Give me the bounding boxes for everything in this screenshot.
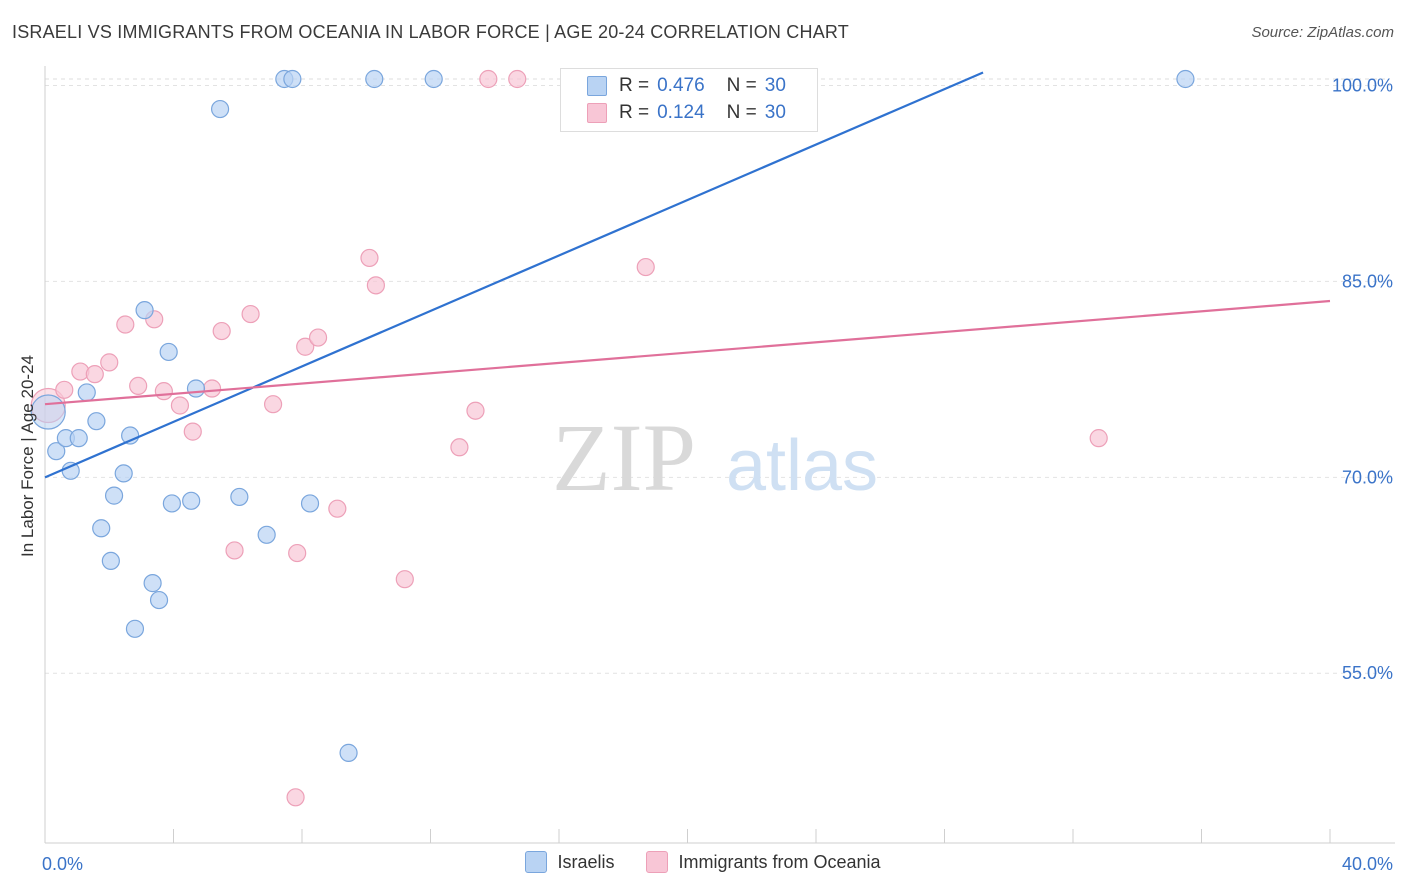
israelis-trend-line <box>44 71 984 479</box>
y-tick-label: 55.0% <box>1342 663 1393 683</box>
israelis-point <box>300 494 320 513</box>
israelis-point <box>47 442 66 461</box>
oceania-point <box>116 315 135 334</box>
israelis-point <box>182 491 201 510</box>
r-label: R = <box>619 75 650 96</box>
watermark: ZIP atlas <box>552 404 878 511</box>
oceania-point <box>170 396 190 415</box>
r-value: 0.476 <box>657 75 705 96</box>
israelis-point <box>339 743 358 762</box>
israelis-point <box>186 379 206 398</box>
israelis-point <box>230 487 249 507</box>
y-tick-label: 70.0% <box>1342 467 1393 487</box>
n-value: 30 <box>764 75 786 96</box>
oceania-point <box>366 276 385 295</box>
n-label: N = <box>726 75 757 96</box>
oceania-swatch <box>646 851 669 873</box>
oceania-point <box>636 257 655 277</box>
israelis-points <box>30 69 1195 762</box>
israelis-point <box>143 574 162 593</box>
israelis-swatch <box>525 851 548 873</box>
series-legend: Israelis Immigrants from Oceania <box>0 851 1406 873</box>
oceania-trend-line <box>44 299 1331 406</box>
legend-label-israelis: Israelis <box>557 851 615 872</box>
israelis-point <box>101 551 120 571</box>
israelis-point <box>77 383 96 402</box>
y-axis-title: In Labor Force | Age 20-24 <box>18 355 37 557</box>
n-label: N = <box>726 102 757 123</box>
israelis-point <box>1176 69 1195 89</box>
watermark-atlas: atlas <box>726 426 878 506</box>
israelis-point <box>149 590 169 610</box>
israelis-point <box>159 342 178 362</box>
oceania-point <box>85 365 104 384</box>
stats-legend: R = 0.476 N = 30 R = 0.124 N = 30 <box>560 68 818 132</box>
oceania-point <box>183 422 202 441</box>
israelis-point <box>114 464 133 483</box>
israelis-point <box>69 429 88 448</box>
oceania-point <box>225 541 244 560</box>
x-tick-label: 0.0% <box>42 854 83 874</box>
israelis-point <box>87 412 106 431</box>
israelis-point <box>210 99 230 119</box>
n-value: 30 <box>764 102 786 123</box>
oceania-point <box>328 499 347 518</box>
israelis-point <box>92 519 111 538</box>
oceania-point <box>395 570 414 589</box>
israelis-point <box>162 494 181 513</box>
oceania-point <box>241 304 260 324</box>
trend-lines <box>44 71 1331 479</box>
chart-title: ISRAELI VS IMMIGRANTS FROM OCEANIA IN LA… <box>12 22 849 42</box>
stats-row-israelis: R = 0.476 N = 30 <box>587 73 786 99</box>
oceania-point <box>212 321 231 341</box>
oceania-point <box>154 382 173 401</box>
israelis-swatch <box>587 76 607 96</box>
legend-item-oceania[interactable]: Immigrants from Oceania <box>646 851 881 873</box>
oceania-point <box>308 328 328 347</box>
oceania-point <box>450 438 469 457</box>
oceania-point <box>360 248 379 268</box>
y-tick-labels: 55.0% 70.0% 85.0% 100.0% <box>1332 76 1393 684</box>
legend-item-israelis[interactable]: Israelis <box>525 851 614 873</box>
oceania-point <box>286 788 305 807</box>
source-label: Source: ZipAtlas.com <box>1251 24 1394 41</box>
oceania-swatch <box>587 103 607 123</box>
israelis-point <box>283 69 302 89</box>
axes <box>44 66 1395 844</box>
y-tick-label: 85.0% <box>1342 271 1393 291</box>
oceania-point <box>288 543 307 563</box>
y-tick-label: 100.0% <box>1332 76 1393 96</box>
legend-label-oceania: Immigrants from Oceania <box>678 851 881 872</box>
oceania-point <box>508 69 527 89</box>
x-tick-labels: 0.0% 40.0% <box>42 854 1393 874</box>
oceania-point <box>202 379 222 398</box>
israelis-point <box>257 525 276 544</box>
oceania-point <box>129 376 148 396</box>
israelis-point <box>135 301 154 320</box>
oceania-point <box>479 69 498 89</box>
israelis-point <box>104 486 124 505</box>
israelis-point <box>125 619 145 638</box>
oceania-point <box>55 380 74 399</box>
oceania-point <box>296 337 315 356</box>
grid-lines <box>45 78 1390 674</box>
israelis-point <box>424 69 443 89</box>
israelis-point <box>365 69 384 89</box>
x-tick-label: 40.0% <box>1342 854 1393 874</box>
oceania-point <box>263 395 283 414</box>
oceania-point <box>1089 429 1108 448</box>
oceania-point <box>466 401 485 420</box>
r-label: R = <box>619 102 650 123</box>
stats-row-oceania: R = 0.124 N = 30 <box>587 100 786 126</box>
r-value: 0.124 <box>657 102 705 123</box>
oceania-point <box>100 353 119 372</box>
watermark-zip: ZIP <box>552 404 696 511</box>
